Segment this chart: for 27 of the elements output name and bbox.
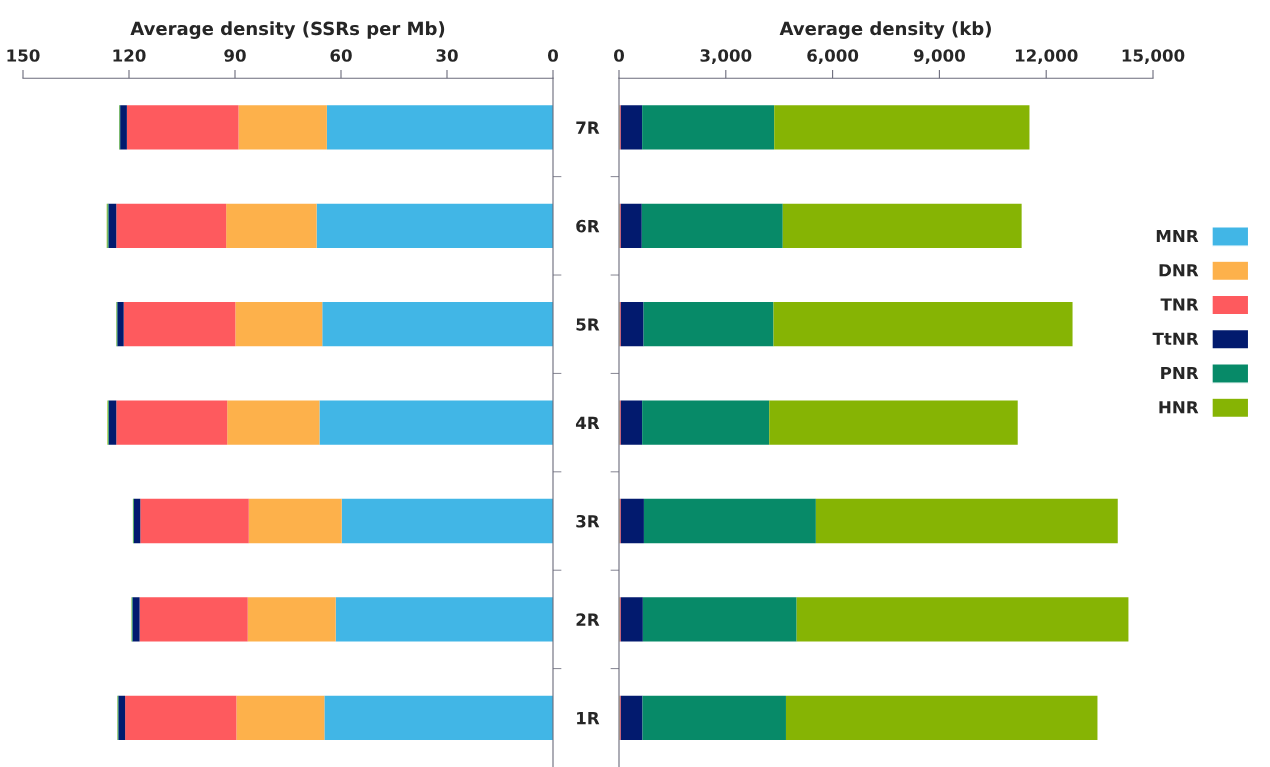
x-tick-label: 120 (113, 49, 146, 62)
x-tick-label: 6,000 (807, 49, 859, 64)
x-tick-label: 60 (330, 49, 352, 62)
x-axis-title: Average density (kb) (779, 21, 991, 39)
x-tick-label: 150 (7, 49, 40, 62)
legend-label: TNR (1160, 298, 1199, 311)
x-tick-label: 0 (548, 49, 558, 62)
x-tick-label: 0 (614, 49, 624, 62)
x-tick-label: 30 (436, 49, 458, 62)
x-tick-label: 3,000 (700, 49, 752, 64)
x-tick-label: 90 (224, 49, 246, 62)
legend-label: PNR (1161, 366, 1199, 380)
y-tick-label: 7R (576, 121, 600, 134)
x-tick-label: 9,000 (913, 49, 965, 64)
y-tick-label: 1R (577, 711, 600, 725)
y-tick-label: 4R (575, 416, 600, 429)
y-tick-label: 6R (576, 219, 600, 233)
legend-label: TtNR (1152, 332, 1199, 345)
legend-label: MNR (1156, 229, 1199, 243)
y-tick-label: 2R (576, 613, 600, 626)
x-tick-label: 12,000 (1015, 49, 1078, 64)
x-tick-label: 15,000 (1122, 49, 1185, 64)
y-tick-label: 3R (576, 514, 600, 528)
legend-label: DNR (1159, 264, 1199, 277)
x-axis-title: Average density (SSRs per Mb) (130, 21, 445, 39)
legend-label: HNR (1159, 401, 1199, 414)
y-tick-label: 5R (576, 318, 600, 331)
